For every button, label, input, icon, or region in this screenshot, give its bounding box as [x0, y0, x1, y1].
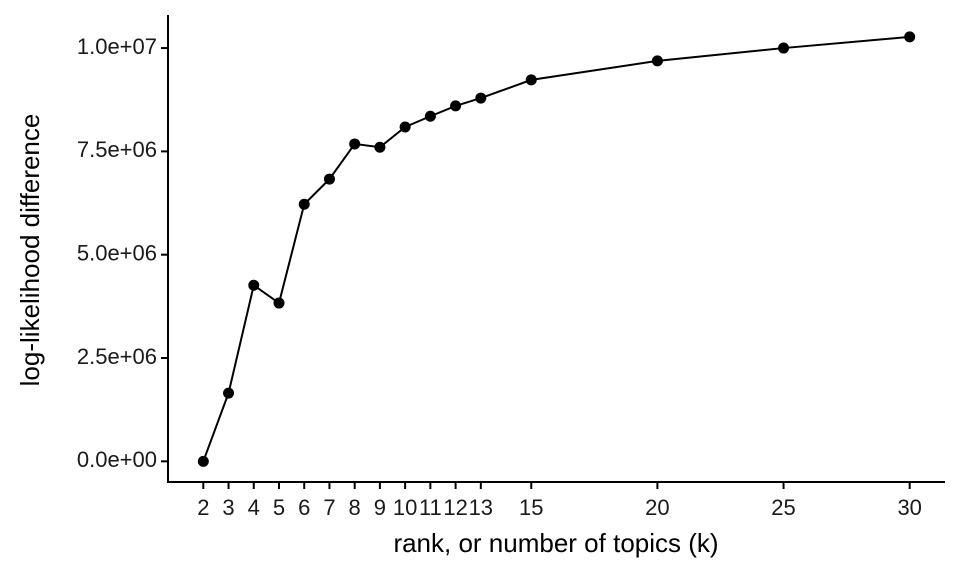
point — [475, 92, 487, 104]
x-tick-label: 4 — [248, 495, 260, 520]
x-tick-label: 2 — [197, 495, 209, 520]
point — [424, 110, 436, 122]
x-tick-label: 9 — [374, 495, 386, 520]
point — [374, 141, 386, 153]
point — [651, 55, 663, 67]
point — [525, 74, 537, 86]
point — [323, 173, 335, 185]
line — [202, 35, 910, 462]
x-tick-label: 8 — [349, 495, 361, 520]
point — [450, 100, 462, 112]
x-axis-title: rank, or number of topics (k) — [393, 528, 718, 558]
x-tick-label: 12 — [443, 495, 467, 520]
point — [298, 198, 310, 210]
x-tick-label: 7 — [323, 495, 335, 520]
x-tick-label: 10 — [393, 495, 417, 520]
point — [248, 279, 260, 291]
x-tick-label: 15 — [519, 495, 543, 520]
point — [273, 297, 285, 309]
x-tick-label: 13 — [469, 495, 493, 520]
y-tick-label: 5.0e+06 — [77, 241, 157, 266]
x-tick-label: 30 — [897, 495, 921, 520]
point — [197, 455, 209, 467]
y-tick-label: 0.0e+00 — [77, 447, 157, 472]
x-tick-label: 6 — [298, 495, 310, 520]
point — [904, 31, 916, 43]
y-tick-label: 2.5e+06 — [77, 344, 157, 369]
y-axis-title: log-likelihood difference — [15, 114, 45, 387]
x-tick-label: 3 — [222, 495, 234, 520]
point — [778, 42, 790, 54]
point — [399, 121, 411, 133]
x-tick-label: 25 — [771, 495, 795, 520]
point — [223, 387, 235, 399]
y-tick-label: 7.5e+06 — [77, 137, 157, 162]
y-tick-label: 1.0e+07 — [77, 34, 157, 59]
point — [349, 138, 361, 150]
x-tick-label: 5 — [273, 495, 285, 520]
x-tick-label: 11 — [419, 495, 442, 520]
x-tick-label: 20 — [645, 495, 669, 520]
